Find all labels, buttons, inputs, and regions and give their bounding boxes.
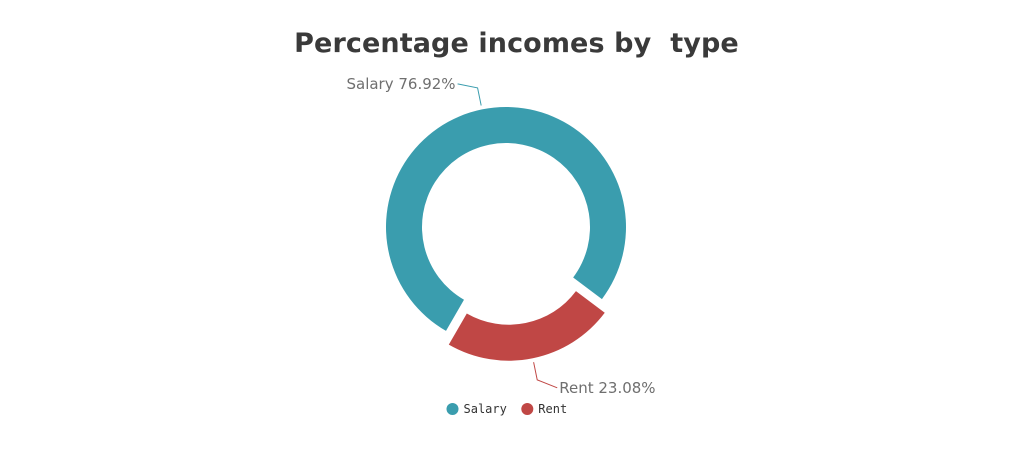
slice-rent[interactable]: [448, 291, 605, 361]
leader-line-rent: [533, 362, 558, 389]
slice-label-rent: Rent 23.08%: [559, 379, 655, 397]
legend-label-salary: Salary: [464, 402, 507, 416]
chart-title: Percentage incomes by type: [294, 28, 739, 59]
legend-label-rent: Rent: [538, 402, 567, 416]
leader-lines-group: [457, 83, 558, 389]
leader-line-salary: [457, 83, 482, 106]
legend: Salary Rent: [446, 402, 567, 416]
legend-item-salary[interactable]: Salary: [446, 402, 507, 416]
slice-labels-group: Salary 76.92% Rent 23.08%: [346, 75, 655, 397]
legend-swatch-salary: [446, 403, 459, 415]
slices-group: [386, 106, 627, 361]
slice-label-salary: Salary 76.92%: [346, 75, 455, 93]
legend-item-rent[interactable]: Rent: [521, 402, 567, 416]
slice-salary[interactable]: [386, 106, 627, 331]
legend-swatch-rent: [521, 403, 534, 415]
